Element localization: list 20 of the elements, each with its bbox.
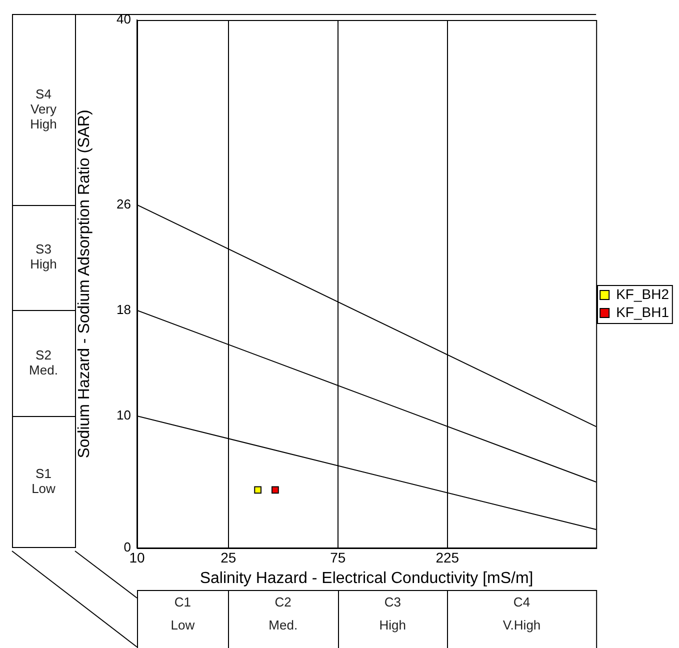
text: C4 V.High (502, 594, 541, 633)
text: S4 Very High (30, 86, 58, 132)
y-tick-label: 0 (124, 540, 131, 555)
y-tick-label: 26 (116, 196, 131, 212)
y-axis-title: Sodium Hazard - Sodium Adsorption Ratio (SAR) (76, 110, 94, 458)
x-tick-label: 10 (129, 549, 145, 566)
y-tick-label: 10 (116, 408, 131, 423)
x-axis-title: Salinity Hazard - Electrical Conductivity [mS/m] (200, 570, 534, 587)
y-tick-label: 18 (116, 302, 131, 317)
text: C3 High (379, 594, 406, 633)
text: C2 Med. (268, 594, 298, 633)
x-tick-label: 225 (436, 549, 460, 566)
text: S1 Low (32, 466, 56, 496)
x-tick-label: 25 (220, 549, 236, 566)
text: S2 Med. (29, 347, 58, 378)
text: C1 Low (170, 594, 196, 633)
legend-label: KF_BH1 (616, 304, 670, 320)
x-tick-label: 75 (330, 549, 346, 566)
legend-label: KF_BH2 (616, 286, 670, 302)
text: S3 High (30, 242, 57, 272)
